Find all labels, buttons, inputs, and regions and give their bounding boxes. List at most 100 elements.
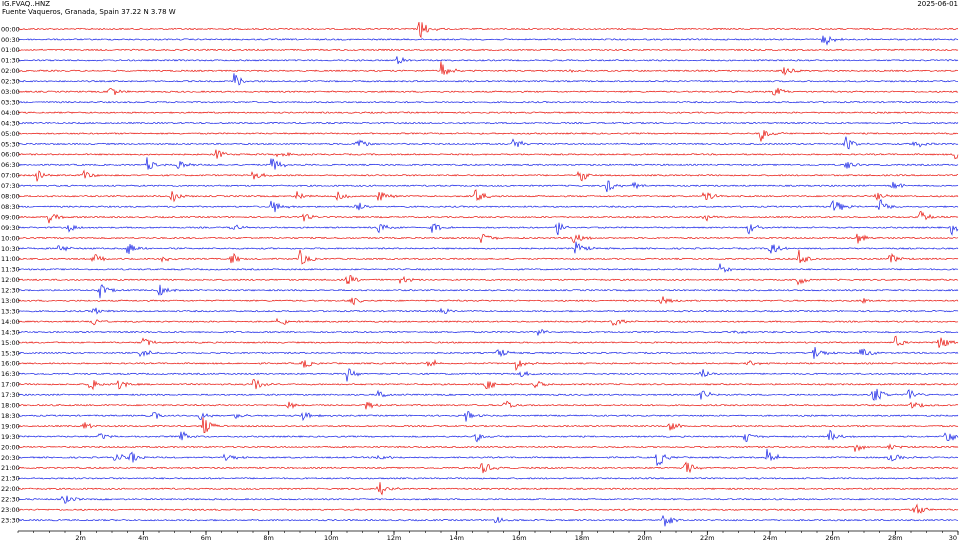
row-time-label: 06:30 bbox=[1, 161, 20, 169]
trace-line bbox=[17, 482, 959, 496]
row-time-label: 08:00 bbox=[1, 193, 20, 201]
recording-date: 2025-06-01 bbox=[917, 0, 958, 8]
trace-line bbox=[17, 130, 959, 142]
x-tick-label: 22m bbox=[700, 534, 715, 540]
trace-line bbox=[18, 222, 959, 236]
row-time-label: 10:00 bbox=[1, 234, 20, 242]
trace-group bbox=[17, 21, 959, 527]
trace-line bbox=[17, 241, 959, 255]
x-axis: 2m 4m 6m 8m 10m 12m 14m 16m 18m 20m 22m 24m 26m 28m 30 bbox=[17, 530, 959, 540]
row-time-label: 23:00 bbox=[1, 506, 20, 514]
row-time-label: 20:30 bbox=[1, 454, 20, 462]
row-time-label: 07:00 bbox=[1, 172, 20, 180]
trace-line bbox=[17, 400, 959, 410]
trace-line bbox=[17, 180, 959, 193]
row-time-label: 09:30 bbox=[1, 224, 20, 232]
station-location: Fuente Vaqueros, Granada, Spain 37.22 N … bbox=[2, 8, 176, 16]
trace-line bbox=[17, 477, 959, 480]
trace-line bbox=[17, 275, 959, 286]
station-title: IG.FVAQ..HNZ bbox=[2, 0, 51, 8]
row-time-label: 11:30 bbox=[1, 266, 20, 274]
trace-line bbox=[17, 307, 959, 315]
row-time-label: 05:30 bbox=[1, 140, 20, 148]
trace-line bbox=[17, 73, 959, 86]
row-time-label: 00:30 bbox=[1, 36, 20, 44]
row-time-label: 11:00 bbox=[1, 255, 20, 263]
x-tick-label: 6m bbox=[201, 534, 211, 540]
x-tick-label: 14m bbox=[449, 534, 464, 540]
trace-line bbox=[17, 328, 959, 336]
x-tick-label: 2m bbox=[75, 534, 85, 540]
row-time-label: 03:30 bbox=[1, 98, 20, 106]
row-time-label: 17:30 bbox=[1, 391, 20, 399]
x-tick-label: 10m bbox=[324, 534, 339, 540]
x-tick-label: 18m bbox=[575, 534, 590, 540]
row-time-label: 18:00 bbox=[1, 402, 20, 410]
trace-line bbox=[17, 121, 959, 125]
trace-line bbox=[17, 35, 959, 46]
trace-line bbox=[17, 461, 959, 474]
trace-line bbox=[17, 388, 959, 402]
trace-line bbox=[17, 368, 959, 382]
trace-line bbox=[17, 429, 959, 443]
row-time-label: 10:30 bbox=[1, 245, 20, 253]
trace-line bbox=[17, 417, 959, 434]
row-time-label: 23:30 bbox=[1, 516, 20, 524]
trace-line bbox=[17, 169, 958, 182]
row-time-label: 22:00 bbox=[1, 485, 20, 493]
row-time-label: 16:30 bbox=[1, 370, 20, 378]
row-time-label: 04:30 bbox=[1, 119, 20, 127]
row-label-group: 00:00 00:30 01:00 01:30 02:00 02:30 03:00 03:30… bbox=[1, 25, 20, 524]
x-tick-label: 30 bbox=[949, 534, 957, 540]
row-time-label: 21:00 bbox=[1, 464, 20, 472]
row-time-label: 00:00 bbox=[1, 25, 20, 33]
row-time-label: 14:30 bbox=[1, 328, 20, 336]
row-time-label: 12:00 bbox=[1, 276, 20, 284]
trace-line bbox=[17, 100, 959, 104]
x-tick-label: 4m bbox=[138, 534, 148, 540]
trace-line bbox=[17, 56, 959, 65]
row-time-label: 15:00 bbox=[1, 339, 20, 347]
trace-line bbox=[17, 284, 959, 299]
trace-line bbox=[17, 263, 959, 273]
trace-line bbox=[17, 199, 959, 213]
row-time-label: 20:00 bbox=[1, 443, 20, 451]
x-tick-label: 16m bbox=[512, 534, 527, 540]
trace-line bbox=[17, 61, 959, 76]
trace-line bbox=[17, 189, 959, 203]
x-tick-label: 26m bbox=[825, 534, 840, 540]
row-time-label: 21:30 bbox=[1, 475, 20, 483]
x-tick-label: 12m bbox=[387, 534, 402, 540]
row-time-label: 09:00 bbox=[1, 213, 20, 221]
trace-line bbox=[17, 249, 959, 265]
trace-line bbox=[17, 495, 959, 504]
trace-line bbox=[17, 296, 959, 306]
trace-line bbox=[17, 317, 959, 327]
row-time-label: 17:00 bbox=[1, 381, 20, 389]
trace-line bbox=[17, 210, 959, 224]
x-tick-label: 28m bbox=[888, 534, 903, 540]
trace-line bbox=[17, 448, 959, 466]
trace-line bbox=[17, 359, 959, 372]
trace-line bbox=[17, 136, 959, 150]
x-tick-label: 24m bbox=[763, 534, 778, 540]
row-time-label: 01:30 bbox=[1, 57, 20, 65]
trace-line bbox=[17, 21, 959, 39]
row-time-label: 22:30 bbox=[1, 496, 20, 504]
row-time-label: 15:30 bbox=[1, 349, 20, 357]
x-tick-label: 20m bbox=[637, 534, 652, 540]
row-time-label: 08:30 bbox=[1, 203, 20, 211]
trace-line bbox=[17, 233, 959, 244]
row-time-label: 19:00 bbox=[1, 422, 20, 430]
x-tick-label: 8m bbox=[263, 534, 273, 540]
row-time-label: 05:00 bbox=[1, 130, 20, 138]
row-time-label: 07:30 bbox=[1, 182, 20, 190]
trace-line bbox=[17, 157, 959, 170]
row-time-label: 04:00 bbox=[1, 109, 20, 117]
trace-line bbox=[17, 503, 959, 514]
row-time-label: 18:30 bbox=[1, 412, 20, 420]
trace-line bbox=[17, 335, 959, 348]
row-time-label: 03:00 bbox=[1, 88, 20, 96]
row-time-label: 13:30 bbox=[1, 307, 20, 315]
row-time-label: 02:00 bbox=[1, 67, 20, 75]
